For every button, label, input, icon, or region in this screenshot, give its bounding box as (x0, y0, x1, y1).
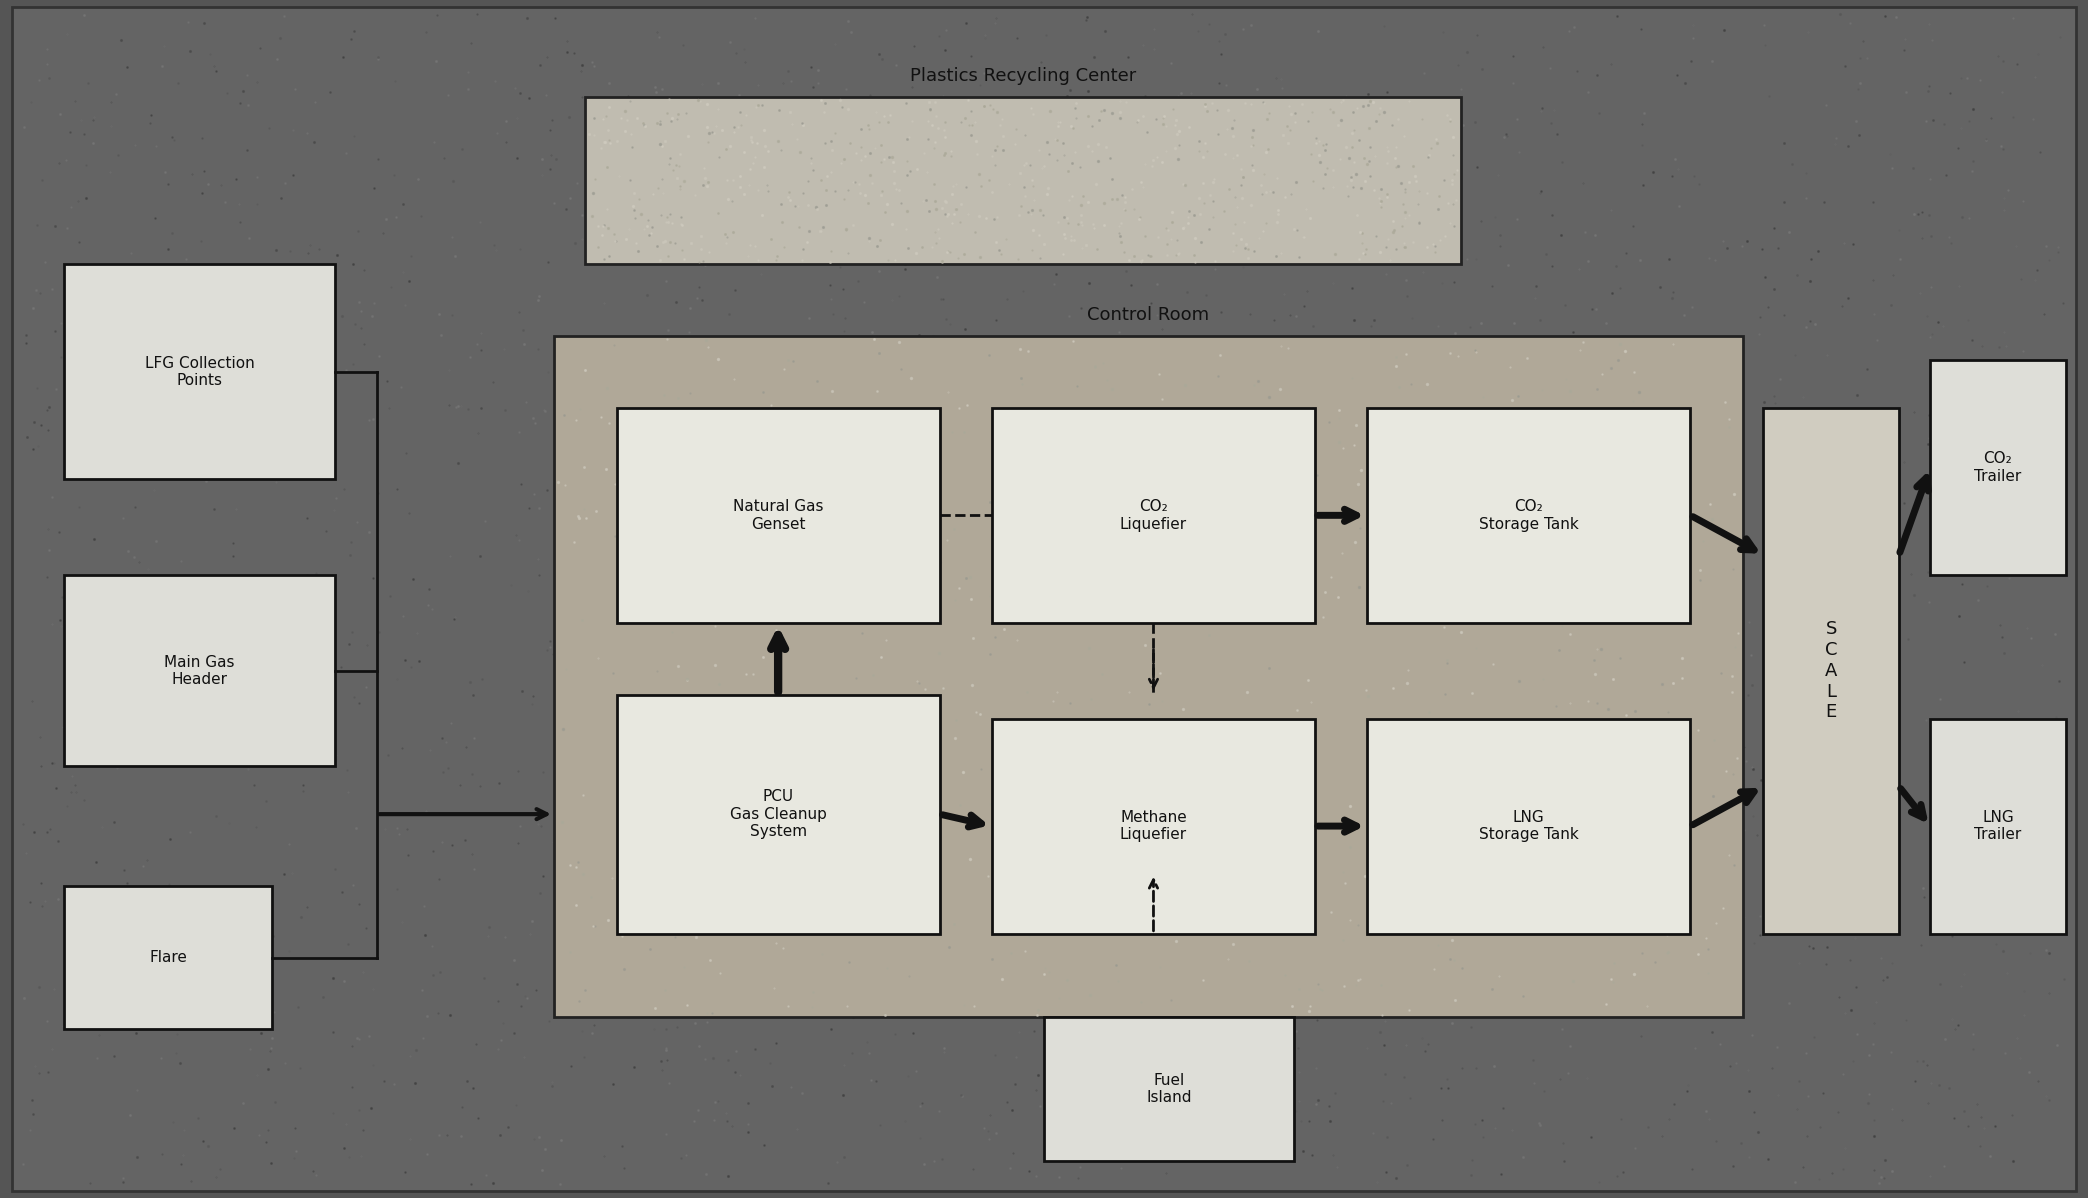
Text: LFG Collection
Points: LFG Collection Points (144, 356, 255, 388)
Text: Main Gas
Header: Main Gas Header (165, 654, 234, 686)
Text: Plastics Recycling Center: Plastics Recycling Center (910, 67, 1136, 85)
Text: CO₂
Trailer: CO₂ Trailer (1975, 452, 2021, 484)
Text: Natural Gas
Genset: Natural Gas Genset (733, 500, 823, 532)
FancyBboxPatch shape (65, 885, 271, 1029)
FancyBboxPatch shape (616, 695, 940, 933)
FancyBboxPatch shape (65, 265, 334, 479)
FancyBboxPatch shape (1929, 359, 2065, 575)
FancyBboxPatch shape (1929, 719, 2065, 933)
FancyBboxPatch shape (992, 719, 1315, 933)
FancyBboxPatch shape (1044, 1017, 1295, 1161)
Text: Flare: Flare (148, 950, 188, 966)
Text: Fuel
Island: Fuel Island (1146, 1073, 1192, 1106)
FancyBboxPatch shape (553, 337, 1743, 1017)
Text: Methane
Liquefier: Methane Liquefier (1119, 810, 1188, 842)
Text: LNG
Storage Tank: LNG Storage Tank (1478, 810, 1579, 842)
FancyBboxPatch shape (1368, 719, 1691, 933)
FancyBboxPatch shape (992, 407, 1315, 623)
Text: CO₂
Storage Tank: CO₂ Storage Tank (1478, 500, 1579, 532)
FancyBboxPatch shape (13, 7, 2075, 1191)
FancyBboxPatch shape (1368, 407, 1691, 623)
FancyBboxPatch shape (65, 575, 334, 767)
FancyBboxPatch shape (1764, 407, 1898, 933)
Text: PCU
Gas Cleanup
System: PCU Gas Cleanup System (729, 789, 827, 839)
FancyBboxPatch shape (585, 97, 1462, 265)
Text: LNG
Trailer: LNG Trailer (1975, 810, 2021, 842)
FancyBboxPatch shape (616, 407, 940, 623)
Text: S
C
A
L
E: S C A L E (1825, 621, 1837, 721)
Text: Control Room: Control Room (1088, 307, 1209, 325)
Text: CO₂
Liquefier: CO₂ Liquefier (1119, 500, 1188, 532)
